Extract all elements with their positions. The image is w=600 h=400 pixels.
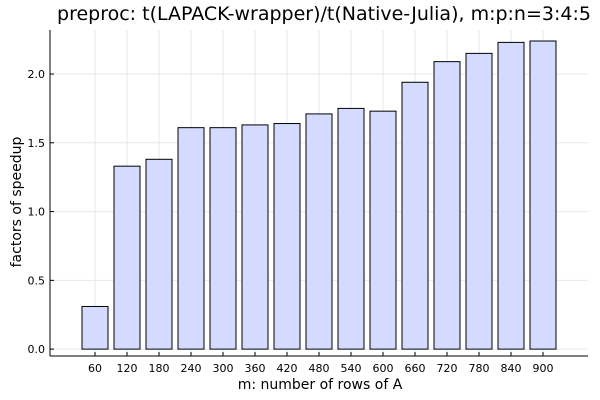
bar-900 <box>529 40 557 350</box>
y-tick-labels: 0.0 0.5 1.0 1.5 2.0 <box>28 68 46 356</box>
x-tick-label: 600 <box>373 362 394 375</box>
x-tick-label: 840 <box>501 362 522 375</box>
bar-660 <box>401 81 429 350</box>
x-tick-labels: 60 120 180 240 300 360 420 480 540 600 660 720 780 84… <box>88 362 554 375</box>
x-tick-label: 360 <box>245 362 266 375</box>
x-tick-label: 240 <box>181 362 202 375</box>
x-tick-label: 120 <box>117 362 138 375</box>
bar-300 <box>209 127 237 350</box>
y-tick-label: 2.0 <box>28 68 46 81</box>
x-tick-label: 660 <box>405 362 426 375</box>
bar-780 <box>465 52 493 350</box>
bar-540 <box>337 107 365 350</box>
bar-720 <box>433 61 461 350</box>
bar-420 <box>273 123 301 350</box>
y-axis-label: factors of speedup <box>9 137 25 268</box>
x-axis-label: m: number of rows of A <box>238 377 403 393</box>
bars <box>81 40 557 350</box>
bar-60 <box>81 305 109 350</box>
bar-600 <box>369 110 397 350</box>
bar-120 <box>113 165 141 350</box>
x-tick-label: 300 <box>213 362 234 375</box>
y-tick-label: 1.5 <box>28 137 46 150</box>
bar-180 <box>145 158 173 350</box>
y-tick-label: 0.5 <box>28 274 46 287</box>
x-tick-label: 180 <box>149 362 170 375</box>
bar-480 <box>305 113 333 350</box>
x-tick-label: 780 <box>469 362 490 375</box>
bar-840 <box>497 41 525 350</box>
x-tick-label: 900 <box>533 362 554 375</box>
chart-title: preproc: t(LAPACK-wrapper)/t(Native-Juli… <box>57 3 591 25</box>
y-tick-label: 0.0 <box>28 343 46 356</box>
x-tick-label: 420 <box>277 362 298 375</box>
x-tick-label: 540 <box>341 362 362 375</box>
axes <box>49 30 588 357</box>
x-tick-label: 720 <box>437 362 458 375</box>
bar-360 <box>241 124 269 350</box>
bar-240 <box>177 127 205 350</box>
x-tick-label: 480 <box>309 362 330 375</box>
y-tick-label: 1.0 <box>28 206 46 219</box>
x-tick-label: 60 <box>88 362 102 375</box>
